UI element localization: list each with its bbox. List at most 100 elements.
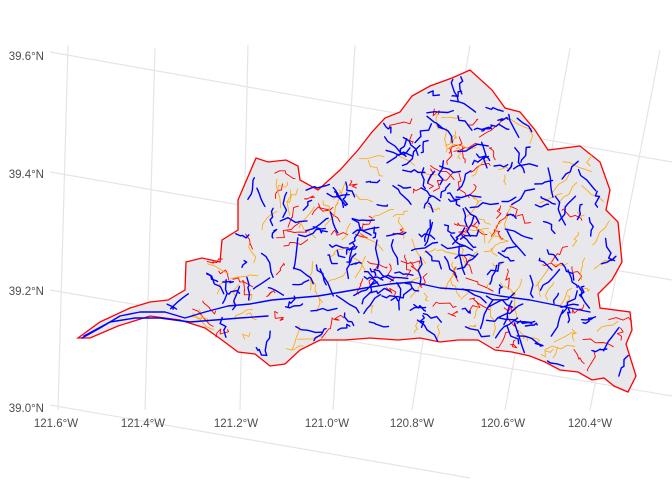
minor-flowline	[416, 261, 421, 273]
catchment-boundary	[266, 290, 276, 298]
minor-flowline	[436, 324, 440, 340]
catchment-boundary	[245, 233, 254, 250]
minor-flowline	[490, 247, 498, 257]
major-flowline	[422, 313, 442, 323]
major-flowline	[497, 116, 509, 122]
major-flowline	[513, 322, 526, 354]
major-flowline	[480, 141, 488, 169]
catchment-boundary	[286, 230, 308, 233]
catchment-boundary	[356, 278, 364, 295]
major-flowline	[166, 303, 178, 310]
major-flowline	[464, 326, 491, 338]
minor-flowline	[341, 223, 351, 241]
major-flowline	[501, 245, 517, 253]
major-flowline	[313, 327, 327, 342]
major-flowline	[506, 161, 513, 172]
major-flowline	[365, 179, 381, 184]
major-flowline	[342, 192, 349, 207]
major-flowline	[397, 184, 412, 189]
minor-flowline	[566, 295, 570, 307]
major-flowline	[418, 233, 436, 240]
major-flowline	[446, 192, 461, 201]
catchment-boundary	[469, 297, 491, 311]
catchment-boundary	[330, 229, 349, 236]
major-flowline	[352, 226, 380, 234]
major-flowline	[580, 316, 597, 321]
catchment-boundary	[616, 327, 624, 341]
major-flowline	[169, 293, 189, 310]
lon-line-121-6	[57, 44, 69, 411]
major-flowline	[454, 253, 477, 259]
catchment-boundary	[542, 262, 565, 268]
lon-label: 121.2°W	[214, 418, 258, 430]
major-flowline	[402, 136, 419, 156]
minor-flowline	[411, 238, 426, 264]
catchment-boundary	[287, 205, 299, 228]
minor-flowline	[309, 261, 313, 291]
catchment-boundary	[448, 136, 463, 154]
major-flowline	[424, 221, 434, 247]
minor-flowline	[537, 281, 541, 297]
major-flowline	[390, 239, 399, 266]
major-flowline	[546, 249, 559, 261]
minor-flowline	[423, 292, 429, 302]
major-flowline	[328, 244, 349, 249]
major-flowline	[561, 160, 579, 180]
minor-flowline	[310, 277, 324, 303]
major-flowline	[423, 196, 432, 209]
major-flowline	[458, 76, 464, 95]
minor-flowline	[367, 159, 384, 177]
major-flowline	[351, 217, 375, 222]
minor-flowline	[571, 328, 577, 342]
catchment-boundary	[274, 183, 284, 199]
major-flowline	[346, 246, 354, 280]
minor-flowline	[354, 255, 366, 279]
major-flowline	[414, 123, 433, 144]
major-flowline	[255, 346, 268, 356]
lon-label: 120.8°W	[390, 418, 434, 430]
lat-label: 39.2°N	[9, 286, 44, 298]
major-flowline	[560, 303, 579, 308]
major-flowline	[554, 195, 567, 226]
major-flowline	[337, 323, 351, 331]
catchment-boundary	[505, 268, 510, 290]
minor-flowline	[369, 208, 394, 222]
minor-flowline	[473, 305, 479, 319]
major-flowline	[413, 303, 427, 312]
major-flowline	[426, 115, 444, 130]
minor-flowline	[440, 116, 463, 119]
major-flowline	[282, 191, 288, 218]
major-flowline	[529, 274, 534, 299]
major-flowline	[497, 303, 524, 319]
major-flowline	[81, 281, 591, 339]
major-flowline	[372, 226, 377, 239]
minor-flowline	[540, 348, 554, 358]
major-flowline	[427, 170, 436, 184]
major-flowline	[247, 177, 255, 200]
major-flowline	[279, 217, 308, 224]
major-flowline	[269, 207, 274, 227]
lat-line-39-6	[49, 51, 672, 163]
catchment-boundary	[387, 263, 395, 283]
major-flowline	[561, 262, 575, 281]
major-flowline	[423, 219, 432, 243]
major-flowline	[490, 123, 510, 130]
minor-flowline	[488, 231, 509, 242]
major-flowline	[506, 230, 526, 257]
catchment-boundary	[215, 328, 230, 338]
minor-flowline	[286, 189, 292, 216]
minor-flowline	[519, 331, 528, 342]
major-flowline	[343, 312, 355, 327]
major-flowline	[394, 271, 414, 276]
major-flowline	[493, 163, 509, 168]
minor-flowline	[449, 277, 461, 298]
major-flowline	[547, 167, 554, 198]
major-flowlines	[81, 76, 629, 377]
major-flowline	[310, 307, 338, 312]
major-flowline	[489, 264, 498, 285]
major-flowline	[501, 196, 517, 203]
major-flowline	[348, 227, 362, 245]
minor-flowline	[241, 332, 251, 340]
minor-flowline	[553, 332, 577, 343]
catchment-boundary	[467, 118, 479, 126]
